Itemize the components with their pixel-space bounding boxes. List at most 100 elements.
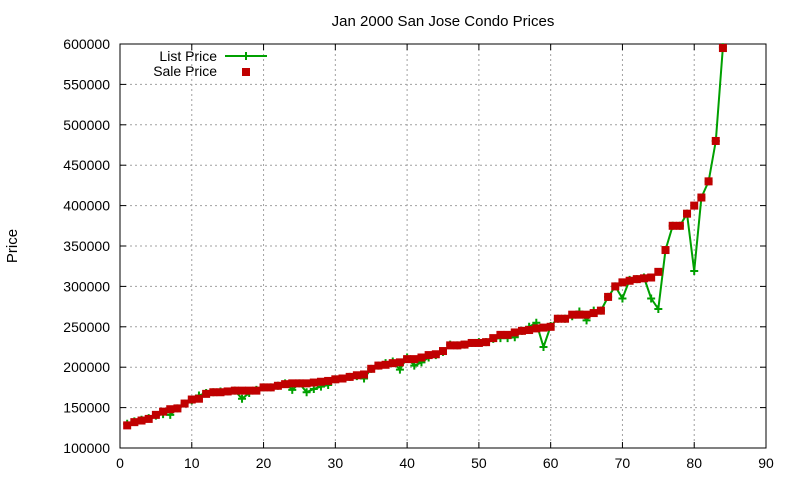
sale-price-point [288,379,297,388]
y-tick-label: 300000 [63,278,110,294]
sale-price-point [166,405,175,414]
sale-price-point [718,44,727,53]
sale-price-point [446,341,455,350]
sale-price-point [187,395,196,404]
x-tick-label: 10 [184,455,200,471]
sale-price-point [367,364,376,373]
legend: List Price Sale Price [153,48,267,79]
sale-price-point [281,380,290,389]
sale-price-point [252,386,261,395]
list-price-point [539,343,548,351]
y-tick-label: 100000 [63,440,110,456]
sale-price-point [316,377,325,386]
sale-price-point [266,383,275,392]
sale-price-point [159,407,168,416]
legend-marker-list-price [242,52,250,60]
list-price-point [690,267,699,276]
sale-price-point [230,386,239,395]
sale-price-point [604,292,613,301]
sale-price-point [503,330,512,339]
y-tick-label: 550000 [63,76,110,92]
sale-price-point [245,386,254,395]
y-tick-label: 400000 [63,198,110,214]
list-price-point [618,294,627,303]
sale-price-point [144,414,153,423]
sale-price-point [417,353,426,362]
sale-price-point [273,381,282,390]
sale-price-point [611,282,620,291]
sale-price-point [403,355,412,364]
sale-price-point [302,379,311,388]
sale-price-point [683,209,692,218]
sale-price-point [654,267,663,276]
sale-price-point [130,418,139,427]
sale-price-point [510,328,519,337]
sale-price-point [668,221,677,230]
sale-price-point [424,351,433,360]
sale-price-point [360,370,369,379]
sale-price-point [395,358,404,367]
sale-price-point [209,388,218,397]
sale-price-point [539,323,548,332]
list-price-point [647,294,656,303]
sale-price-point [561,314,570,323]
sale-price-point [331,375,340,384]
sale-price-point [180,399,189,408]
sale-price-point [202,389,211,398]
list-price-point [654,305,663,314]
x-tick-label: 70 [615,455,631,471]
sale-price-point [711,136,720,145]
series-list-price [123,43,727,428]
sale-price-point [553,314,562,323]
y-tick-label: 150000 [63,400,110,416]
sale-price-point [123,421,132,430]
y-tick-label: 200000 [63,359,110,375]
sale-price-point [474,338,483,347]
sale-price-point [259,383,268,392]
sale-price-point [632,275,641,284]
sale-price-point [309,378,318,387]
sale-price-point [467,338,476,347]
sale-price-point [345,372,354,381]
sale-price-point [431,350,440,359]
x-tick-label: 60 [543,455,559,471]
legend-marker-sale-price [242,68,250,76]
sale-price-point [194,394,203,403]
sale-price-point [618,278,627,287]
sale-price-point [238,386,247,395]
sale-price-point [151,410,160,419]
axes [119,43,767,449]
y-tick-label: 250000 [63,319,110,335]
sale-price-point [639,274,648,283]
sale-price-point [546,322,555,331]
x-tick-label: 20 [256,455,272,471]
sale-price-point [525,326,534,335]
grid-lines [120,44,766,448]
x-tick-label: 80 [686,455,702,471]
sale-price-point [625,276,634,285]
sale-price-point [568,310,577,319]
sale-price-point [575,310,584,319]
sale-price-point [388,359,397,368]
sale-price-point [596,306,605,315]
sale-price-point [675,221,684,230]
sale-price-point [410,355,419,364]
sale-price-point [690,201,699,210]
x-tick-label: 30 [328,455,344,471]
y-axis-label: Price [4,229,21,263]
sale-price-point [295,379,304,388]
x-tick-label: 90 [758,455,774,471]
sale-price-point [137,416,146,425]
sale-price-point [489,334,498,343]
y-tick-label: 350000 [63,238,110,254]
chart-title: Jan 2000 San Jose Condo Prices [332,13,555,30]
sale-price-point [647,273,656,282]
y-tick-label: 600000 [63,36,110,52]
sale-price-point [223,387,232,396]
sale-price-point [517,326,526,335]
list-price-point [302,388,311,397]
x-tick-label: 0 [116,455,124,471]
sale-price-point [216,388,225,397]
sale-price-point [381,360,390,369]
